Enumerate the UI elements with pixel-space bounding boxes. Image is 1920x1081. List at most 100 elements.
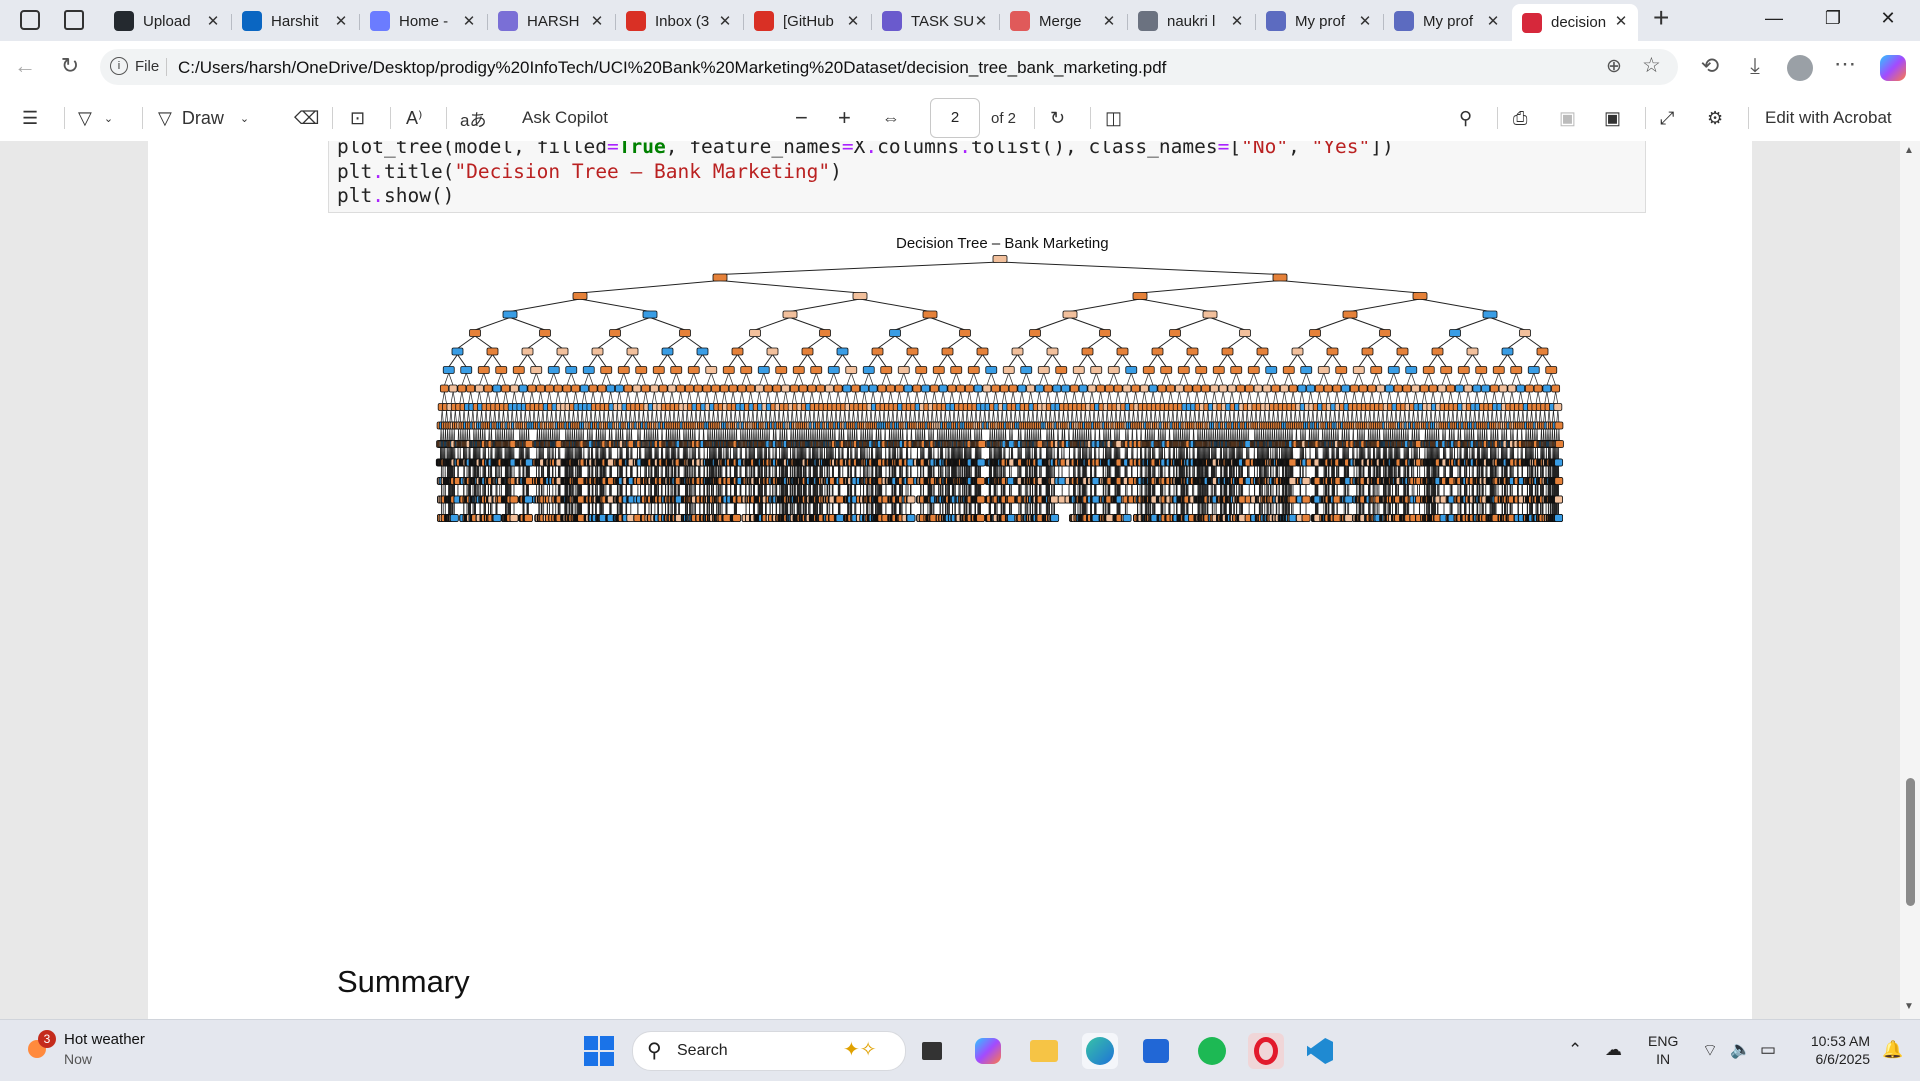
tree-edge [931, 429, 932, 442]
search-icon [1138, 11, 1158, 31]
tree-edge [444, 392, 446, 405]
tab-5[interactable]: Inbox (3✕ [616, 4, 742, 38]
close-tab-icon[interactable]: ✕ [844, 12, 862, 30]
more-menu-icon[interactable]: ⋯ [1830, 51, 1860, 77]
close-tab-icon[interactable]: ✕ [716, 12, 734, 30]
close-tab-icon[interactable]: ✕ [1612, 12, 1630, 30]
tree-edge [795, 429, 796, 442]
tree-edge [668, 336, 686, 349]
tree-edge [705, 392, 707, 405]
close-tab-icon[interactable]: ✕ [1100, 12, 1118, 30]
site-info[interactable]: i File [110, 57, 159, 75]
info-icon: i [110, 57, 128, 75]
zoom-in-button[interactable]: + [838, 105, 851, 131]
settings-gear-icon[interactable]: ⚙ [1707, 105, 1723, 131]
tree-edge [473, 410, 474, 423]
tree-edge [460, 392, 462, 405]
tab-8[interactable]: Merge✕ [1000, 4, 1126, 38]
tab-12[interactable]: decision✕ [1512, 4, 1638, 41]
tab-9[interactable]: naukri l✕ [1128, 4, 1254, 38]
tab-4[interactable]: HARSH✕ [488, 4, 614, 38]
gmail-icon [754, 11, 774, 31]
tree-edge [556, 410, 557, 423]
copilot-icon[interactable] [1880, 55, 1906, 81]
tree-edge [571, 373, 575, 386]
read-aloud-icon[interactable]: A⁾ [406, 105, 422, 131]
tree-edge [687, 410, 688, 423]
tree-edge [582, 410, 583, 423]
tree-edge [844, 429, 845, 442]
tree-edge [549, 373, 553, 386]
close-tab-icon[interactable]: ✕ [972, 12, 990, 30]
close-tab-icon[interactable]: ✕ [588, 12, 606, 30]
fit-width-icon[interactable]: ⇔ [882, 105, 900, 131]
ask-copilot-button[interactable]: Ask Copilot [522, 105, 608, 131]
contents-icon[interactable]: ☰ [22, 105, 38, 131]
close-tab-icon[interactable]: ✕ [1228, 12, 1246, 30]
tab-3[interactable]: Home -✕ [360, 4, 486, 38]
tab-2[interactable]: Harshit✕ [232, 4, 358, 38]
tree-edge [557, 429, 558, 442]
tree-edge [747, 429, 748, 442]
refresh-button[interactable]: ↻ [55, 53, 85, 79]
save-icon[interactable]: ▣ [1559, 105, 1576, 131]
edit-with-acrobat-button[interactable]: Edit with Acrobat [1765, 105, 1892, 131]
tree-edge [683, 410, 684, 423]
minimize-button[interactable]: — [1754, 8, 1794, 29]
tree-edge [498, 429, 499, 442]
history-icon[interactable]: ⟲ [1695, 53, 1725, 79]
tree-edge [1002, 392, 1004, 405]
find-icon[interactable]: ⚲ [1459, 105, 1472, 131]
new-tab-button[interactable]: + [1653, 2, 1669, 34]
close-tab-icon[interactable]: ✕ [1356, 12, 1374, 30]
workspaces-icon[interactable] [20, 10, 40, 30]
fullscreen-icon[interactable]: ⤢ [1660, 105, 1674, 131]
close-tab-icon[interactable]: ✕ [1484, 12, 1502, 30]
tab-actions-icon[interactable] [64, 10, 84, 30]
close-tab-icon[interactable]: ✕ [204, 12, 222, 30]
tree-edge [717, 429, 718, 442]
tab-10[interactable]: My prof✕ [1256, 4, 1382, 38]
downloads-icon[interactable]: ⤓ [1740, 53, 1770, 79]
tree-edge [635, 392, 637, 405]
profile-avatar[interactable] [1787, 55, 1813, 81]
close-window-button[interactable]: ✕ [1868, 8, 1908, 29]
tree-edge [792, 410, 793, 423]
tree-edge [497, 373, 501, 386]
url-text[interactable]: C:/Users/harsh/OneDrive/Desktop/prodigy%… [178, 58, 1166, 78]
tree-edge [978, 392, 980, 405]
omnibox[interactable]: i File C:/Users/harsh/OneDrive/Desktop/p… [100, 49, 1678, 85]
draw-button[interactable]: ▽Draw⌄ [158, 105, 249, 131]
tab-7[interactable]: TASK SU✕ [872, 4, 998, 38]
translate-icon[interactable]: aあ [460, 105, 486, 131]
profile-icon [1394, 11, 1414, 31]
tab-11[interactable]: My prof✕ [1384, 4, 1510, 38]
close-tab-icon[interactable]: ✕ [332, 12, 350, 30]
tree-edge [495, 392, 497, 405]
page-view-icon[interactable]: ◫ [1105, 105, 1122, 131]
save-as-icon[interactable]: ▣ [1604, 105, 1621, 131]
zoom-icon[interactable]: ⊕ [1606, 55, 1622, 78]
tree-edge [663, 392, 665, 405]
tree-edge [465, 429, 466, 442]
tree-edge [894, 429, 895, 442]
text-box-icon[interactable]: ⊡ [350, 105, 365, 131]
tab-6[interactable]: [GitHub✕ [744, 4, 870, 38]
rotate-icon[interactable]: ↻ [1050, 105, 1065, 131]
tree-edge [618, 429, 619, 442]
tab-1[interactable]: Upload✕ [104, 4, 230, 38]
page-number-input[interactable]: 2 [930, 98, 980, 138]
tree-edge [601, 429, 602, 442]
close-tab-icon[interactable]: ✕ [460, 12, 478, 30]
print-icon[interactable]: ⎙ [1513, 105, 1527, 131]
tree-edge [906, 392, 908, 405]
restore-button[interactable]: ❐ [1813, 8, 1853, 29]
back-button[interactable]: ← [10, 53, 40, 79]
favorite-star-icon[interactable]: ☆ [1642, 53, 1661, 78]
highlight-icon[interactable]: ▽⌄ [78, 105, 113, 131]
tree-edge [468, 392, 470, 405]
eraser-icon[interactable]: ⌫ [294, 105, 319, 131]
tree-edge [577, 429, 578, 442]
tree-edge [599, 429, 600, 442]
zoom-out-button[interactable]: − [795, 105, 808, 131]
